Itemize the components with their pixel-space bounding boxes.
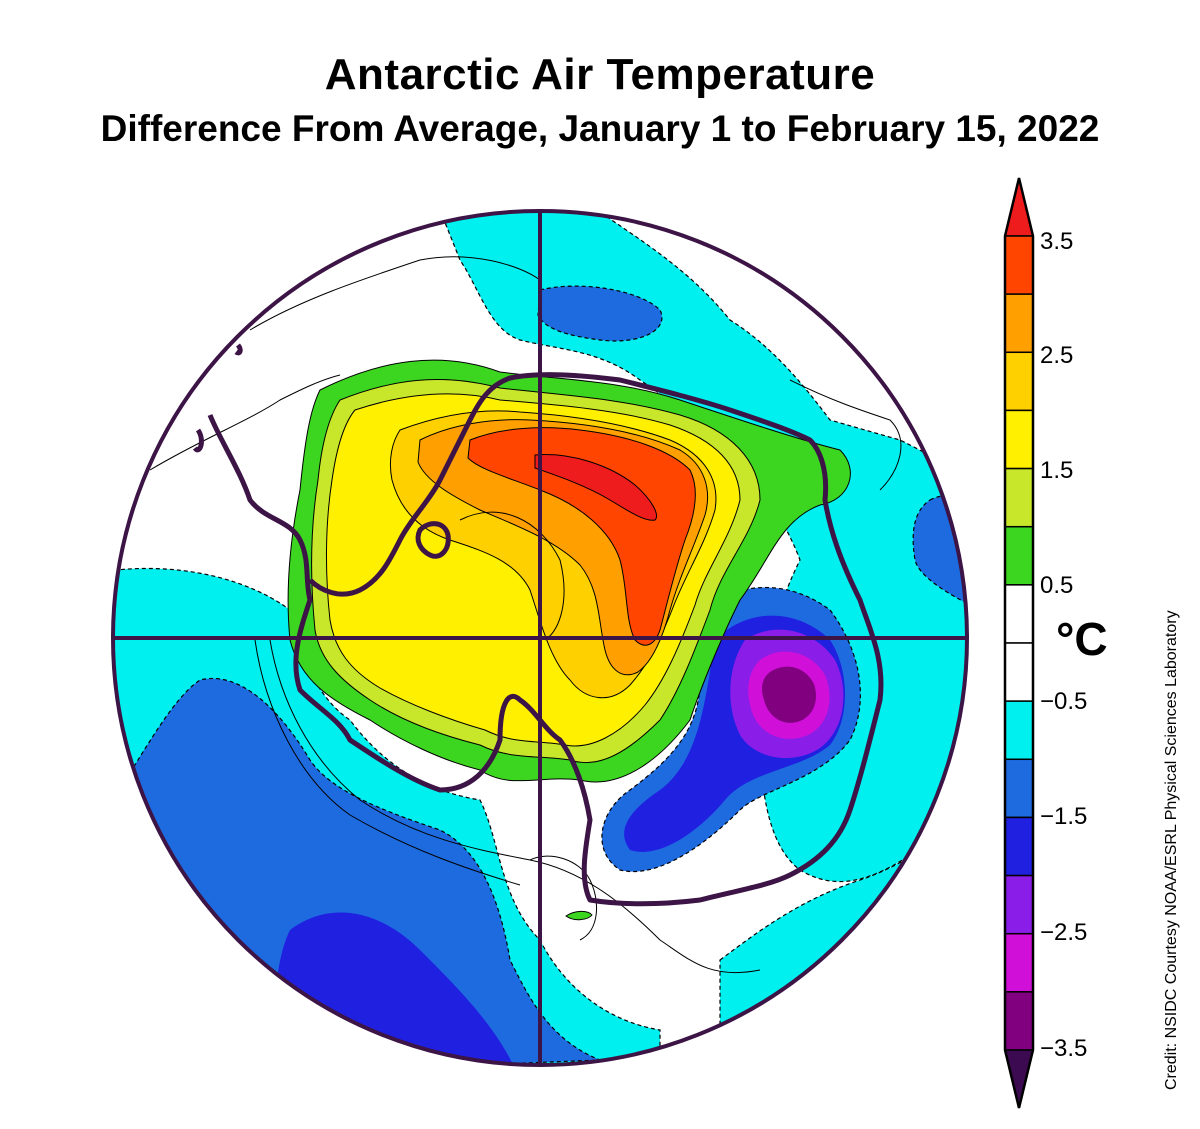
cold-blue-top: [537, 285, 663, 342]
credit-text: Credit: NSIDC Courtesy NOAA/ESRL Physica…: [1163, 610, 1180, 1090]
colorbar-tick: −3.5: [1040, 1035, 1088, 1062]
colorbar-bin: [1004, 991, 1034, 1051]
map-subtitle: Difference From Average, January 1 to Fe…: [100, 108, 1100, 149]
colorbar-outline: [1003, 177, 1035, 1109]
contour-lines: [149, 256, 902, 974]
colorbar-bin: [1004, 467, 1034, 528]
cold-purple-core: [762, 666, 817, 723]
colorbar-bin: [1004, 758, 1034, 819]
colorbar-tick: −0.5: [1040, 688, 1088, 715]
colorbar-tick: 2.5: [1040, 342, 1074, 369]
colorbar-bin: [1004, 816, 1034, 877]
colorbar-bin: [1004, 874, 1034, 935]
colorbar-bin: [1004, 351, 1034, 412]
colorbar-tick: 3.5: [1040, 228, 1074, 255]
colorbar-tick: −2.5: [1040, 919, 1088, 946]
colorbar-bin: [1004, 525, 1034, 586]
colorbar-bin: [1004, 409, 1034, 470]
colorbar-bin: [1004, 584, 1034, 644]
map-frame: [111, 209, 969, 1067]
colorbar-bin: [1004, 235, 1034, 295]
colorbar-bin: [1004, 932, 1034, 993]
warm-green-island: [565, 910, 593, 921]
colorbar-bin: [1004, 177, 1034, 237]
colorbar-tick: 1.5: [1040, 457, 1074, 484]
warm-red-core: [534, 454, 657, 521]
colorbar-unit: °C: [1056, 613, 1108, 665]
colorbar-bin: [1004, 1049, 1034, 1109]
colorbar-tick: −1.5: [1040, 803, 1088, 830]
colorbar-tick: 0.5: [1040, 572, 1074, 599]
map-title: Antarctic Air Temperature: [324, 50, 876, 99]
colorbar-bin: [1004, 642, 1034, 702]
antarctic-coastline: [192, 343, 884, 907]
colorbar-bin: [1004, 700, 1034, 761]
colorbar-bin: [1004, 293, 1034, 354]
warm-red-orange: [467, 427, 696, 646]
